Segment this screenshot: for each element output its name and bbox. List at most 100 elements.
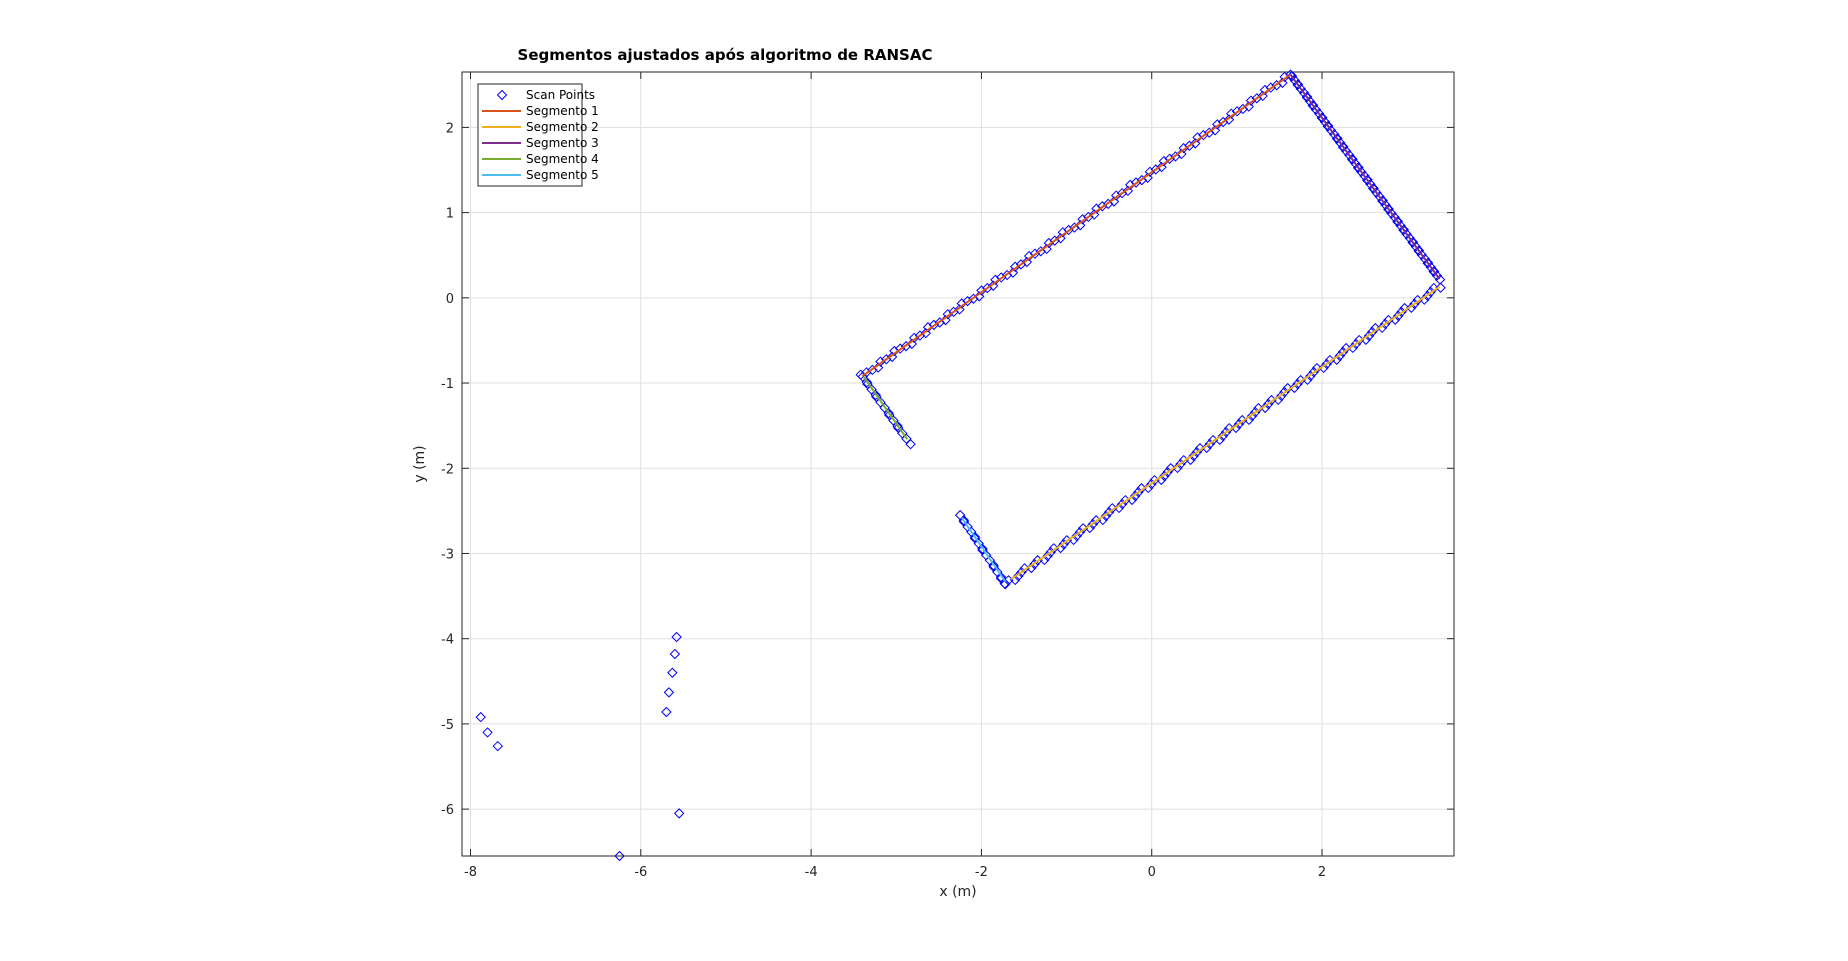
- scan-point: [667, 667, 678, 678]
- scan-point: [1318, 362, 1329, 374]
- scan-point: [1392, 216, 1403, 227]
- scan-point: [1307, 100, 1318, 111]
- scan-point: [1237, 103, 1249, 115]
- scan-point: [1305, 370, 1316, 382]
- scan-point: [1136, 174, 1148, 186]
- scan-point: [1057, 227, 1069, 238]
- scan-point: [870, 389, 881, 401]
- legend-marker: [496, 89, 508, 101]
- scan-point: [934, 317, 945, 328]
- segment-line-1: [861, 73, 1292, 378]
- scan-point: [671, 631, 682, 643]
- grid-lines: [462, 72, 1454, 856]
- scan-point: [995, 571, 1007, 583]
- scan-point: [1313, 108, 1325, 119]
- scan-point: [1100, 510, 1112, 522]
- scan-point: [1159, 470, 1170, 482]
- scan-point: [1325, 125, 1337, 136]
- scan-point: [1295, 83, 1307, 95]
- axis-ticks: -8 -6 -4 -2 0 2 -6 -5 -4 -3 -2 -1 0 1 2: [441, 72, 1454, 880]
- scan-point: [1352, 162, 1364, 174]
- scan-point: [492, 740, 503, 752]
- scan-point: [977, 543, 988, 554]
- x-tick-label: -2: [975, 865, 988, 880]
- scan-point: [1116, 498, 1128, 510]
- scan-point: [1398, 224, 1409, 236]
- scan-point: [663, 687, 675, 698]
- scan-point: [883, 408, 894, 419]
- scan-point: [867, 364, 878, 376]
- scan-point: [1230, 422, 1242, 434]
- scan-point: [988, 560, 999, 571]
- scan-point: [900, 341, 912, 352]
- scan-point: [1023, 250, 1035, 262]
- scan-point: [1404, 232, 1416, 244]
- scan-point: [1399, 302, 1410, 314]
- scan-point: [1124, 179, 1136, 191]
- scan-point: [1419, 253, 1431, 265]
- x-tick-label: -4: [805, 865, 818, 880]
- scan-point: [1058, 538, 1069, 550]
- scan-point: [1282, 382, 1293, 394]
- y-tick-label: -1: [441, 377, 454, 392]
- scan-point: [889, 345, 900, 357]
- scan-point: [1431, 270, 1443, 281]
- scan-point: [1322, 121, 1334, 132]
- scan-point: [1377, 195, 1388, 207]
- scan-point: [968, 293, 979, 304]
- scan-point: [1334, 137, 1346, 148]
- scan-point: [1425, 262, 1437, 273]
- legend-box: [477, 83, 583, 187]
- scan-point: [1224, 422, 1235, 434]
- scan-point: [1271, 80, 1282, 91]
- scan-point: [1311, 362, 1323, 374]
- segment-line-2: [1010, 285, 1441, 580]
- scan-point: [1410, 241, 1421, 252]
- y-tick-label: -4: [441, 633, 454, 648]
- scan-point: [1413, 245, 1424, 257]
- scan-point: [1289, 75, 1301, 86]
- scan-point: [1289, 382, 1300, 394]
- scan-point: [1376, 322, 1388, 334]
- scan-point: [1316, 112, 1328, 124]
- scan-point: [1319, 116, 1331, 128]
- scan-point: [1158, 155, 1170, 167]
- scan-point: [1071, 530, 1082, 542]
- scan-point: [1395, 220, 1406, 231]
- legend-label: Segmento 2: [526, 120, 599, 134]
- scan-point: [1029, 558, 1040, 570]
- scan-point: [1329, 129, 1340, 140]
- scan-point: [1001, 269, 1013, 281]
- scan-point: [956, 298, 967, 309]
- scan-point: [1069, 222, 1080, 233]
- scan-point: [1292, 79, 1303, 91]
- x-tick-label: -8: [464, 865, 477, 880]
- scan-point: [1407, 237, 1418, 248]
- scan-point: [1146, 478, 1157, 490]
- scan-point: [1165, 463, 1176, 474]
- scan-point: [1301, 92, 1312, 103]
- y-axis-label: y (m): [412, 445, 428, 482]
- scan-point: [1374, 191, 1385, 202]
- legend-label: Segmento 4: [526, 152, 599, 166]
- scan-point: [1091, 203, 1102, 214]
- scan-point: [673, 808, 685, 819]
- scan-point: [1042, 550, 1053, 562]
- scan-point: [1362, 175, 1373, 186]
- scan-point: [990, 274, 1001, 285]
- scan-point: [922, 322, 934, 333]
- scan-point: [1136, 483, 1147, 494]
- scan-point: [1344, 149, 1355, 161]
- scan-point: [1350, 158, 1361, 169]
- scan-point: [958, 515, 970, 526]
- scan-point: [969, 531, 981, 543]
- scan-point: [1365, 179, 1376, 190]
- scan-point: [1298, 87, 1310, 99]
- scan-point: [1340, 145, 1352, 157]
- y-tick-label: -5: [441, 718, 454, 733]
- segment-line-3: [1289, 73, 1441, 280]
- scan-point: [892, 420, 903, 432]
- scan-point: [1194, 443, 1206, 454]
- scan-point: [1259, 402, 1271, 414]
- legend-label: Segmento 1: [526, 104, 599, 118]
